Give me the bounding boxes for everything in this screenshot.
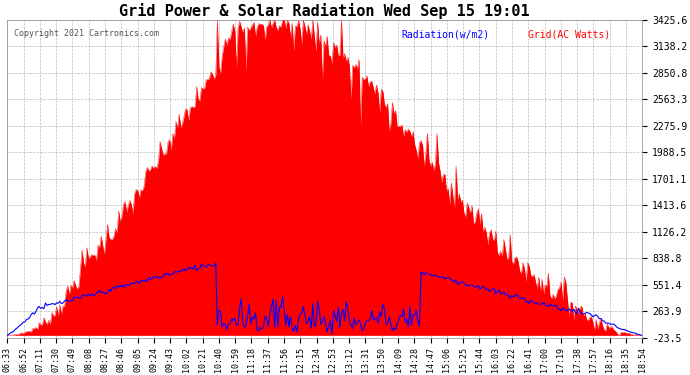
Text: Grid(AC Watts): Grid(AC Watts) bbox=[528, 30, 610, 39]
Text: Copyright 2021 Cartronics.com: Copyright 2021 Cartronics.com bbox=[14, 30, 159, 39]
Title: Grid Power & Solar Radiation Wed Sep 15 19:01: Grid Power & Solar Radiation Wed Sep 15 … bbox=[119, 3, 530, 19]
Text: Radiation(w/m2): Radiation(w/m2) bbox=[401, 30, 489, 39]
